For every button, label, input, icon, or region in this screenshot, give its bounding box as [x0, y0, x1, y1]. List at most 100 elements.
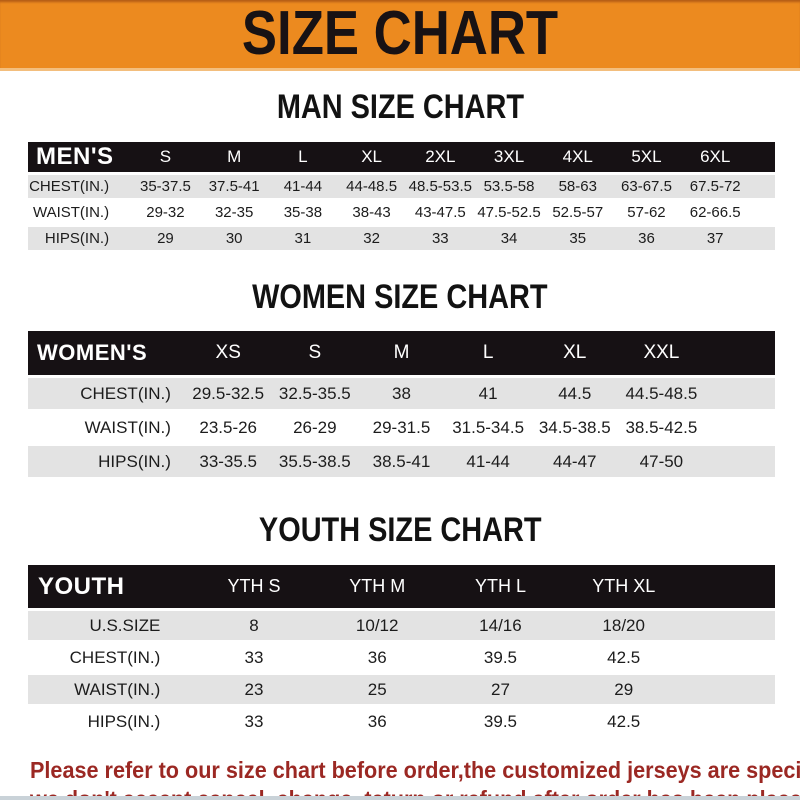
size-table: WOMEN'S XS S M L XL XXL CHEST(IN.) 29.5-32.5 32.5… — [28, 328, 775, 480]
header-filler-cell — [749, 142, 775, 172]
size-value-cell: 36 — [612, 227, 681, 250]
size-value-cell: 41 — [444, 378, 532, 409]
bottom-edge-strip — [0, 796, 800, 800]
size-value-cell: 14/16 — [438, 611, 563, 640]
row-label: WAIST(IN.) — [28, 412, 185, 443]
table-row: U.S.SIZE 8 10/12 14/16 18/20 — [28, 611, 775, 640]
size-value-cell: 47.5-52.5 — [474, 201, 544, 224]
size-value-cell: 34.5-38.5 — [531, 412, 619, 443]
column-header: 5XL — [612, 142, 681, 172]
size-value-cell: 44-47 — [531, 446, 619, 477]
size-value-cell: 34 — [474, 227, 544, 250]
table-row: WAIST(IN.) 23.5-26 26-29 29-31.5 31.5-34.5 34… — [28, 412, 775, 443]
size-value-cell: 31.5-34.5 — [444, 412, 532, 443]
column-header: YTH S — [192, 565, 316, 608]
column-header: XL — [531, 331, 619, 375]
row-filler-cell — [749, 175, 775, 198]
size-value-cell: 44.5-48.5 — [618, 378, 705, 409]
size-value-cell: 52.5-57 — [543, 201, 613, 224]
column-header: YTH M — [315, 565, 439, 608]
size-value-cell: 67.5-72 — [680, 175, 750, 198]
man-size-chart-heading: MAN SIZE CHART — [276, 88, 524, 126]
row-label: WAIST(IN.) — [28, 201, 132, 224]
size-value-cell: 32.5-35.5 — [271, 378, 359, 409]
column-header: L — [444, 331, 532, 375]
size-value-cell: 35 — [543, 227, 613, 250]
row-filler-cell — [749, 227, 775, 250]
row-label: HIPS(IN.) — [28, 446, 185, 477]
size-value-cell: 23.5-26 — [184, 412, 272, 443]
youth-size-chart-heading: YOUTH SIZE CHART — [258, 511, 542, 549]
banner-title: SIZE CHART — [241, 0, 559, 68]
table-row: CHEST(IN.) 35-37.5 37.5-41 41-44 44-48.5 48.5… — [28, 175, 775, 198]
size-value-cell: 35.5-38.5 — [271, 446, 359, 477]
table-header-row: WOMEN'S XS S M L XL XXL — [28, 331, 775, 375]
mens-size-table: MEN'S S M L XL 2XL 3XL 4XL 5XL 6XL CHEST(IN.) 35-37… — [28, 139, 775, 253]
table-corner-label: YOUTH — [28, 565, 193, 608]
size-value-cell: 25 — [315, 675, 439, 704]
size-value-cell: 38-43 — [337, 201, 406, 224]
column-header: 3XL — [474, 142, 544, 172]
size-value-cell: 57-62 — [612, 201, 681, 224]
header-filler-cell — [685, 565, 775, 608]
size-value-cell: 38 — [358, 378, 445, 409]
column-header: L — [268, 142, 338, 172]
row-label: CHEST(IN.) — [28, 643, 193, 672]
size-value-cell: 42.5 — [562, 643, 686, 672]
table-row: HIPS(IN.) 33-35.5 35.5-38.5 38.5-41 41-44 44-… — [28, 446, 775, 477]
disclaimer-text: Please refer to our size chart before or… — [30, 756, 800, 800]
row-label: HIPS(IN.) — [28, 707, 193, 736]
column-header: 6XL — [680, 142, 750, 172]
size-value-cell: 39.5 — [438, 643, 563, 672]
size-value-cell: 26-29 — [271, 412, 359, 443]
size-value-cell: 30 — [199, 227, 269, 250]
size-value-cell: 29-31.5 — [358, 412, 445, 443]
column-header: XXL — [618, 331, 705, 375]
size-value-cell: 58-63 — [543, 175, 613, 198]
row-filler-cell — [704, 446, 775, 477]
size-value-cell: 18/20 — [562, 611, 686, 640]
column-header: YTH XL — [562, 565, 686, 608]
row-filler-cell — [685, 643, 775, 672]
disclaimer-line-1: Please refer to our size chart before or… — [30, 757, 800, 783]
column-header: M — [199, 142, 269, 172]
row-label: U.S.SIZE — [28, 611, 193, 640]
youth-size-table: YOUTH YTH S YTH M YTH L YTH XL U.S.SIZE 8 10/12… — [28, 562, 775, 739]
table-row: WAIST(IN.) 29-32 32-35 35-38 38-43 43-47.5 47.… — [28, 201, 775, 224]
table-row: CHEST(IN.) 33 36 39.5 42.5 — [28, 643, 775, 672]
row-filler-cell — [685, 611, 775, 640]
size-value-cell: 33 — [405, 227, 475, 250]
size-value-cell: 63-67.5 — [612, 175, 681, 198]
row-filler-cell — [704, 412, 775, 443]
size-value-cell: 44.5 — [531, 378, 619, 409]
size-value-cell: 33-35.5 — [184, 446, 272, 477]
size-value-cell: 37 — [680, 227, 750, 250]
size-value-cell: 35-38 — [268, 201, 338, 224]
column-header: XL — [337, 142, 406, 172]
table-corner-label: MEN'S — [28, 142, 132, 172]
size-value-cell: 38.5-42.5 — [618, 412, 705, 443]
size-chart-banner: SIZE CHART — [0, 0, 800, 71]
size-value-cell: 33 — [192, 707, 316, 736]
size-value-cell: 47-50 — [618, 446, 705, 477]
row-filler-cell — [704, 378, 775, 409]
womens-size-table: WOMEN'S XS S M L XL XXL CHEST(IN.) 29.5-32.5 32.5… — [28, 328, 775, 480]
size-table: YOUTH YTH S YTH M YTH L YTH XL U.S.SIZE 8 10/12… — [28, 562, 775, 739]
table-row: CHEST(IN.) 29.5-32.5 32.5-35.5 38 41 44.5 44.5… — [28, 378, 775, 409]
size-value-cell: 29 — [131, 227, 200, 250]
table-header-row: YOUTH YTH S YTH M YTH L YTH XL — [28, 565, 775, 608]
column-header: M — [358, 331, 445, 375]
size-value-cell: 53.5-58 — [474, 175, 544, 198]
column-header: 4XL — [543, 142, 613, 172]
row-label: CHEST(IN.) — [28, 175, 132, 198]
row-filler-cell — [685, 707, 775, 736]
size-value-cell: 37.5-41 — [199, 175, 269, 198]
size-value-cell: 62-66.5 — [680, 201, 750, 224]
size-value-cell: 32-35 — [199, 201, 269, 224]
table-header-row: MEN'S S M L XL 2XL 3XL 4XL 5XL 6XL — [28, 142, 775, 172]
column-header: S — [271, 331, 359, 375]
row-label: HIPS(IN.) — [28, 227, 132, 250]
size-value-cell: 29-32 — [131, 201, 200, 224]
row-label: WAIST(IN.) — [28, 675, 193, 704]
size-value-cell: 44-48.5 — [337, 175, 406, 198]
